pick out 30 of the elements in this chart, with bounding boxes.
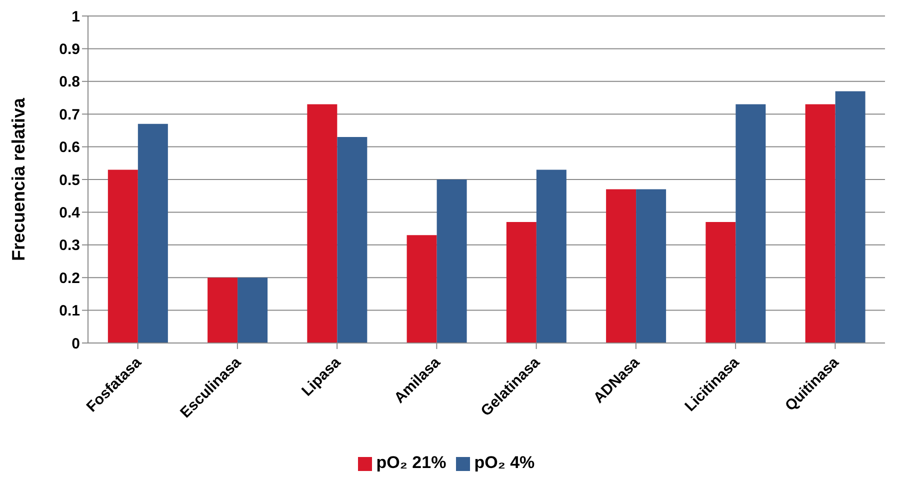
y-tick-label: 0.9 [59,41,80,58]
bar [606,189,636,343]
y-axis-title: Frecuencia relativa [8,96,28,262]
bar [805,104,836,343]
bar [208,278,238,343]
y-tick-label: 0.8 [59,74,80,91]
bar [436,180,467,343]
bar [835,91,866,343]
y-tick-label: 0 [72,335,80,352]
y-tick-label: 0.5 [59,172,80,189]
y-tick-label: 0.3 [59,237,80,254]
bar [406,235,437,343]
bar [337,136,368,343]
y-tick-label: 0.7 [59,106,80,124]
legend-label: pO₂ 21% [376,453,446,472]
bar [108,170,138,343]
y-tick-label: 0.4 [59,204,81,222]
y-tick-label: 0.2 [59,270,80,287]
bar [736,104,766,343]
bar [636,189,666,343]
y-tick-label: 0.6 [59,139,80,156]
bar [506,222,536,343]
bar [706,222,736,343]
y-tick-label: 1 [72,8,80,26]
bar [307,104,338,343]
y-tick-label: 0.1 [59,302,80,320]
bar [536,170,566,343]
bar [238,278,268,343]
legend-label: pO₂ 4% [474,453,535,472]
bar [138,124,168,343]
